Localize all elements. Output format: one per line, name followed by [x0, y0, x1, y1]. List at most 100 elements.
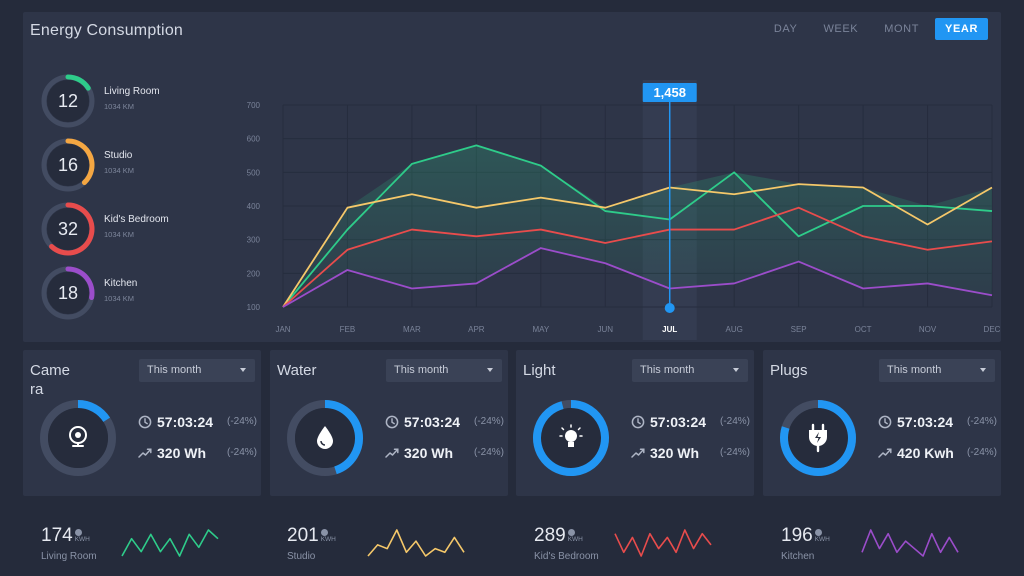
room-list: 12 Living Room 1034 KM 16 Studio 1034 KM… [41, 74, 221, 330]
spark-kids-bedroom: 289 KWH Kid's Bedroom [534, 520, 774, 568]
plug-icon [809, 423, 827, 453]
spark-living-room: 174 KWH Living Room [41, 520, 281, 568]
x-tick-label: JUL [662, 325, 677, 334]
clock-icon [138, 415, 152, 429]
tooltip-box [642, 83, 697, 102]
cursor-dot [664, 303, 675, 313]
usage-gauge [780, 400, 856, 476]
card-title: Water [277, 362, 317, 379]
usage-time-change: (-24%) [720, 416, 751, 427]
period-dropdown[interactable]: This month [632, 359, 748, 382]
spark-kitchen: 196 KWH Kitchen [781, 520, 1021, 568]
sparkline-path [614, 529, 712, 557]
series-line-0 [282, 144, 993, 308]
room-distance: 1034 KM [104, 230, 135, 239]
spark-label: Kid's Bedroom [534, 551, 599, 562]
y-tick-label: 500 [247, 168, 261, 177]
room-distance: 1034 KM [104, 166, 135, 175]
usage-time-change: (-24%) [474, 416, 505, 427]
x-tick-label: JAN [275, 325, 290, 334]
x-tick-label: APR [468, 325, 485, 334]
card-title: Light [523, 362, 556, 379]
room-item-studio[interactable]: 16 Studio 1034 KM [41, 138, 221, 202]
tab-year[interactable]: YEAR [935, 18, 988, 40]
y-tick-label: 400 [247, 202, 261, 211]
trend-up-icon [385, 448, 399, 458]
info-dot-icon [74, 529, 82, 536]
webcam-icon [69, 426, 87, 447]
energy-change: (-24%) [227, 447, 258, 458]
usage-gauge [287, 400, 363, 476]
room-value: 18 [57, 283, 79, 303]
x-tick-label: JUN [597, 325, 613, 334]
water-drop-icon [317, 426, 333, 449]
sparkline-path [367, 529, 465, 557]
energy-line-chart[interactable]: 100 200 300 400 500 600 700 JAN FEB MAR APR MAY JUN J… [228, 70, 1000, 340]
energy-value: 320 Wh [157, 445, 207, 461]
room-ring [41, 138, 95, 192]
usage-time-stat: 57:03:24 (-24%) [385, 414, 504, 430]
series-line-3 [282, 247, 993, 308]
ring-progress [65, 74, 91, 91]
room-ring [41, 202, 95, 256]
usage-time-stat: 57:03:24 (-24%) [631, 414, 750, 430]
period-tabs: DAY WEEK MONT YEAR [758, 18, 988, 40]
x-tick-label: OCT [855, 325, 872, 334]
series-line-1 [282, 183, 993, 308]
tab-month[interactable]: MONT [884, 23, 920, 35]
usage-time-stat: 57:03:24 (-24%) [138, 414, 257, 430]
x-tick-label: NOV [919, 325, 937, 334]
ring-progress [49, 202, 95, 256]
x-tick-label: SEP [791, 325, 807, 334]
room-value: 12 [57, 91, 79, 111]
caret-down-icon [240, 368, 246, 372]
room-distance: 1034 KM [104, 294, 135, 303]
info-dot-icon [814, 529, 822, 536]
spark-unit: KWH [74, 536, 90, 543]
device-card-plugs: Plugs This month 57:03:24 (-24%) 420 Kwh… [763, 350, 1001, 496]
spark-value: 174 [41, 525, 73, 546]
series-line-2 [282, 206, 993, 308]
room-name: Kitchen [104, 278, 138, 289]
tab-day[interactable]: DAY [773, 23, 798, 35]
x-tick-label: AUG [726, 325, 743, 334]
ring-center [47, 144, 89, 186]
room-item-living-room[interactable]: 12 Living Room 1034 KM [41, 74, 221, 138]
sparkline-chart [614, 529, 712, 557]
gauge-progress [324, 400, 363, 475]
sparkline-path [121, 529, 219, 557]
energy-change: (-24%) [967, 447, 998, 458]
page-title: Energy Consumption [30, 22, 184, 39]
room-item-kitchen[interactable]: 18 Kitchen 1034 KM [41, 266, 221, 330]
usage-time-value: 57:03:24 [897, 414, 954, 430]
light-bulb-icon [559, 424, 583, 447]
room-name: Studio [104, 150, 133, 161]
y-tick-label: 300 [247, 236, 261, 245]
device-card-camera: Camera This month 57:03:24 (-24%) 320 Wh… [23, 350, 261, 496]
period-dropdown[interactable]: This month [139, 359, 255, 382]
room-item-kids-bedroom[interactable]: 32 Kid's Bedroom 1034 KM [41, 202, 221, 266]
usage-gauge [533, 400, 609, 476]
period-dropdown[interactable]: This month [879, 359, 995, 382]
ring-center [47, 80, 89, 122]
usage-time-stat: 57:03:24 (-24%) [878, 414, 997, 430]
clock-icon [631, 415, 645, 429]
room-ring [41, 74, 95, 128]
gauge-progress [77, 400, 111, 423]
spark-value: 196 [781, 525, 813, 546]
x-tick-label: MAR [403, 325, 421, 334]
caret-down-icon [487, 368, 493, 372]
energy-value: 420 Kwh [897, 445, 954, 461]
device-card-water: Water This month 57:03:24 (-24%) 320 Wh … [270, 350, 508, 496]
room-name: Living Room [104, 86, 160, 97]
room-distance: 1034 KM [104, 102, 135, 111]
usage-time-change: (-24%) [227, 416, 258, 427]
tab-week[interactable]: WEEK [823, 23, 859, 35]
energy-stat: 320 Wh (-24%) [138, 445, 257, 461]
period-dropdown[interactable]: This month [386, 359, 502, 382]
caret-down-icon [980, 368, 986, 372]
usage-time-value: 57:03:24 [404, 414, 461, 430]
sparkline-chart [861, 529, 959, 557]
sparkline-chart [121, 529, 219, 557]
info-dot-icon [320, 529, 328, 536]
